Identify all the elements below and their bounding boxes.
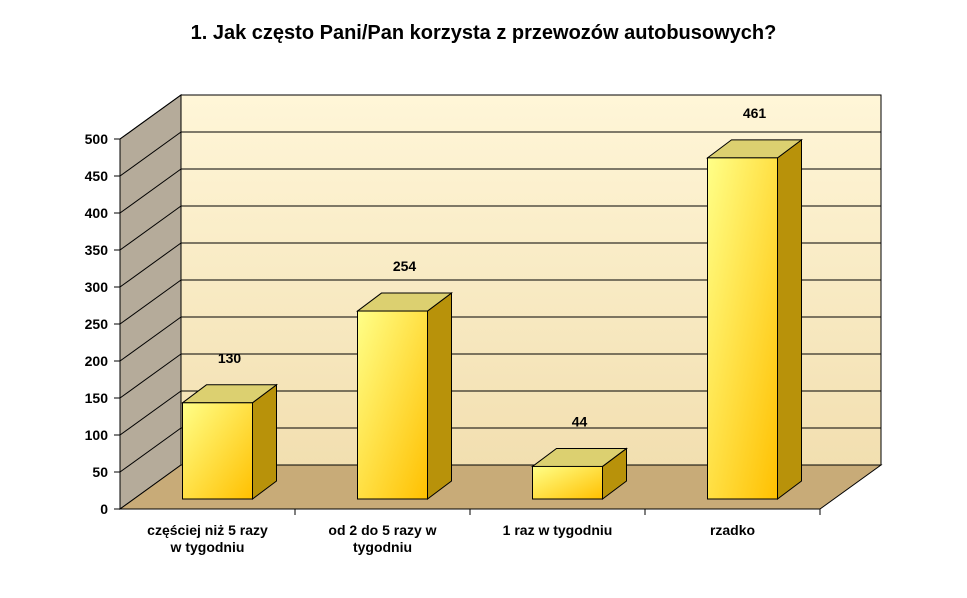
data-label: 461 <box>743 105 767 121</box>
bar <box>707 157 778 500</box>
gridline-side <box>119 427 182 473</box>
y-tick-label: 0 <box>100 501 108 517</box>
gridline-side <box>119 316 182 362</box>
y-tick-label: 400 <box>85 205 109 221</box>
y-tick-label: 300 <box>85 279 109 295</box>
gridline-side <box>119 94 182 140</box>
bar <box>532 465 603 500</box>
x-tick-label: 1 raz w tygodniu <box>503 522 613 538</box>
y-tick-label: 50 <box>92 464 108 480</box>
x-tick-label-line: od 2 do 5 razy w <box>328 522 436 538</box>
x-tick-label: rzadko <box>710 522 755 538</box>
gridline-side <box>119 242 182 288</box>
x-tick-label-line: częściej niż 5 razy <box>147 522 268 538</box>
x-tick-label-line: rzadko <box>710 522 755 538</box>
bar-side <box>427 292 452 500</box>
bar-side <box>252 383 277 500</box>
x-tick-label-line: tygodniu <box>353 539 412 555</box>
gridline-side <box>119 168 182 214</box>
gridline-side <box>119 390 182 436</box>
bar <box>357 310 428 500</box>
chart-title: 1. Jak często Pani/Pan korzysta z przewo… <box>190 22 777 44</box>
gridline-side <box>119 279 182 325</box>
bar-side <box>777 138 802 500</box>
y-tick-label: 350 <box>85 242 109 258</box>
data-label: 130 <box>218 350 242 366</box>
data-label: 44 <box>572 413 588 429</box>
y-tick-label: 450 <box>85 168 109 184</box>
x-tick-label-line: 1 raz w tygodniu <box>503 522 613 538</box>
gridline-side <box>119 131 182 177</box>
data-label: 254 <box>393 258 417 274</box>
y-tick-label: 250 <box>85 316 109 332</box>
y-tick-label: 500 <box>85 131 109 147</box>
gridline-side <box>119 353 182 399</box>
y-tick-label: 100 <box>85 427 109 443</box>
x-tick-label-line: w tygodniu <box>170 539 245 555</box>
y-tick-label: 200 <box>85 353 109 369</box>
y-tick-label: 150 <box>85 390 109 406</box>
bar <box>182 402 253 500</box>
gridline-side <box>119 205 182 251</box>
